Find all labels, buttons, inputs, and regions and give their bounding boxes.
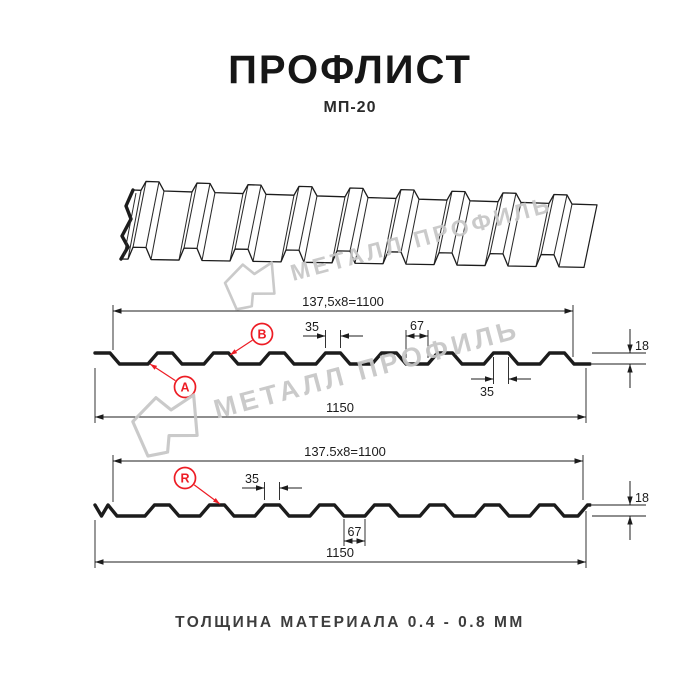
svg-text:1150: 1150 — [326, 545, 354, 560]
svg-text:35: 35 — [480, 385, 494, 399]
svg-text:18: 18 — [635, 339, 649, 353]
svg-text:R: R — [180, 471, 189, 485]
svg-text:67: 67 — [410, 319, 424, 333]
svg-text:137,5x8=1100: 137,5x8=1100 — [302, 294, 384, 309]
svg-text:B: B — [257, 327, 266, 341]
svg-text:35: 35 — [305, 320, 319, 334]
page-subtitle: МП-20 — [323, 99, 377, 116]
svg-text:137.5x8=1100: 137.5x8=1100 — [304, 444, 386, 459]
svg-text:1150: 1150 — [326, 400, 354, 415]
material-thickness-note: ТОЛЩИНА МАТЕРИАЛА 0.4 - 0.8 ММ — [175, 614, 525, 631]
page-title: ПРОФЛИСТ — [228, 48, 472, 92]
svg-text:A: A — [180, 380, 189, 394]
svg-text:67: 67 — [348, 525, 362, 539]
svg-text:35: 35 — [245, 472, 259, 486]
svg-text:18: 18 — [635, 491, 649, 505]
